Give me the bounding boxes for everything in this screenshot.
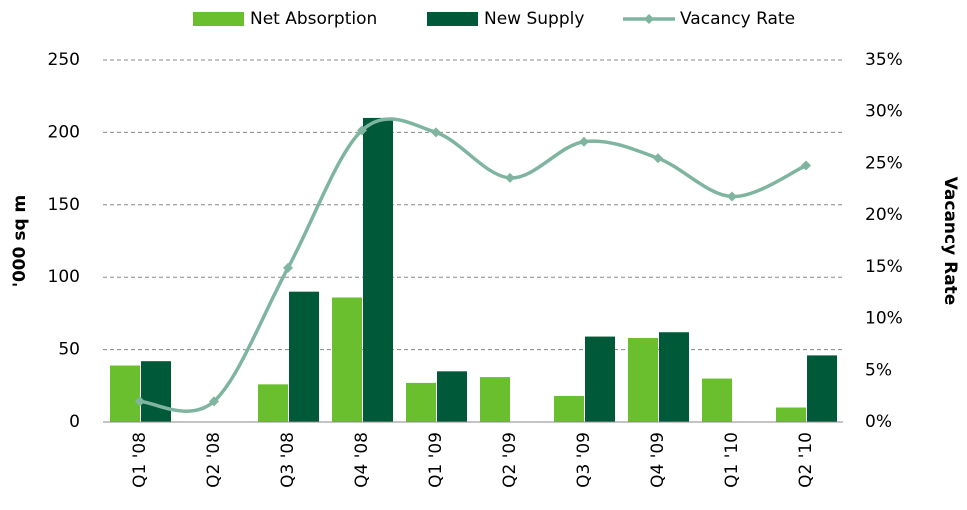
line-marker [357, 125, 367, 136]
line-marker [727, 191, 737, 202]
line-marker [283, 262, 293, 273]
y2-tick-label: 15% [865, 257, 903, 277]
y2-tick-label: 35% [865, 50, 903, 70]
x-tick-label: Q1 '09 [426, 432, 446, 488]
x-tick-label: Q4 '08 [352, 432, 372, 488]
legend-label: Net Absorption [250, 9, 377, 29]
y-axis-label: '000 sq m [10, 195, 30, 288]
legend-swatch [193, 12, 244, 26]
y-tick-label: 100 [48, 267, 80, 287]
bar [776, 407, 806, 422]
legend-marker [644, 14, 654, 24]
line-marker [135, 396, 145, 407]
legend-label: Vacancy Rate [680, 9, 795, 29]
bar [628, 338, 658, 422]
bar [406, 382, 436, 422]
bar [659, 332, 689, 422]
bar [332, 297, 362, 422]
y2-tick-label: 25% [865, 153, 903, 173]
legend-swatch [427, 12, 478, 26]
y-tick-label: 150 [48, 195, 80, 215]
y-tick-label: 250 [48, 50, 80, 70]
x-tick-label: Q1 '10 [722, 432, 742, 488]
bar [258, 384, 288, 422]
bar [807, 355, 837, 422]
bar [110, 365, 140, 422]
bar [363, 117, 393, 423]
y-tick-label: 0 [69, 412, 80, 432]
bar [141, 361, 171, 422]
x-tick-label: Q4 '09 [648, 432, 668, 488]
y2-tick-label: 20% [865, 205, 903, 225]
line-marker [579, 136, 589, 147]
y-tick-label: 50 [58, 340, 80, 360]
x-tick-label: Q2 '09 [500, 432, 520, 488]
x-tick-label: Q2 '10 [796, 432, 816, 488]
y-tick-label: 200 [48, 122, 80, 142]
line-marker [431, 127, 441, 138]
x-tick-label: Q3 '09 [574, 432, 594, 488]
bar [437, 371, 467, 422]
bar [554, 395, 584, 422]
bar [289, 291, 319, 422]
y2-tick-label: 30% [865, 102, 903, 122]
y2-tick-label: 10% [865, 309, 903, 329]
bar [585, 336, 615, 422]
legend-label: New Supply [484, 9, 584, 29]
line-marker [505, 172, 515, 183]
y2-tick-label: 0% [865, 412, 892, 432]
bar [702, 378, 732, 422]
x-tick-label: Q3 '08 [278, 432, 298, 488]
y2-axis-label: Vacancy Rate [940, 177, 960, 306]
line [139, 117, 807, 413]
line-marker [209, 396, 219, 407]
x-tick-label: Q1 '08 [130, 432, 150, 488]
x-tick-label: Q2 '08 [204, 432, 224, 488]
y2-tick-label: 5% [865, 360, 892, 380]
line-marker [801, 160, 811, 171]
bar [480, 377, 510, 422]
line-marker [653, 153, 663, 164]
